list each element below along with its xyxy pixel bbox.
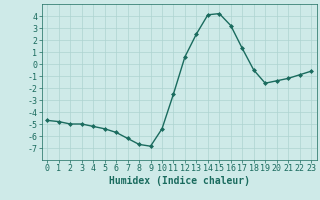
X-axis label: Humidex (Indice chaleur): Humidex (Indice chaleur) (109, 176, 250, 186)
